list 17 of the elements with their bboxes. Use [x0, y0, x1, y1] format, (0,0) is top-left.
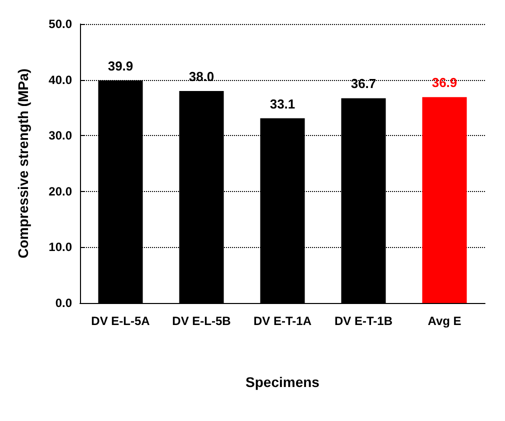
x-tick-label: DV E-T-1A	[253, 314, 312, 328]
y-tick-label: 10.0	[48, 240, 72, 254]
x-tick-label: DV E-L-5B	[172, 314, 232, 328]
data-label: 36.9	[432, 75, 458, 90]
x-axis-title: Specimens	[246, 374, 320, 390]
x-tick-label: DV E-T-1B	[334, 314, 393, 328]
data-label: 33.1	[270, 96, 296, 112]
y-tick-label: 30.0	[48, 128, 72, 143]
y-tick-label: 40.0	[48, 72, 72, 87]
y-tick-label: 50.0	[48, 17, 72, 31]
y-tick-label: 0.0	[55, 296, 72, 310]
bar	[422, 97, 467, 303]
x-tick-label: DV E-L-5A	[91, 314, 150, 328]
y-tick-label: 20.0	[48, 184, 72, 198]
y-axis-title: Compressive strength (MPa)	[15, 68, 31, 258]
data-label: 39.9	[108, 58, 134, 74]
x-tick-label: Avg E	[428, 314, 462, 328]
